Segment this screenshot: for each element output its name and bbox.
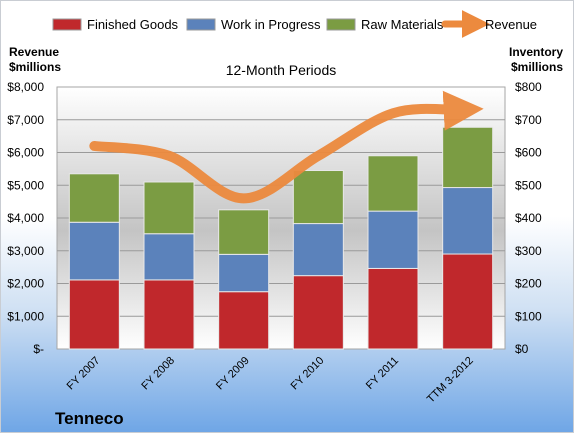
- legend-label-work-in-progress: Work in Progress: [221, 17, 321, 32]
- bar-work-in-progress: [143, 233, 195, 281]
- right-tick-label: $800: [515, 80, 542, 94]
- right-tick-label: $700: [515, 113, 542, 127]
- left-tick-label: $8,000: [7, 80, 44, 94]
- bar-raw-materials: [218, 209, 270, 255]
- right-tick-label: $200: [515, 277, 542, 291]
- left-tick-label: $6,000: [7, 146, 44, 160]
- x-tick-label: FY 2009: [214, 355, 252, 393]
- legend: Finished Goods Work in Progress Raw Materi…: [52, 10, 537, 38]
- right-tick-label: $100: [515, 309, 542, 323]
- left-tick-label: $5,000: [7, 178, 44, 192]
- legend-label-finished-goods: Finished Goods: [87, 17, 179, 32]
- right-axis-ticks: $0 $100 $200 $300 $400 $500 $600 $700 $800: [515, 80, 542, 356]
- bar-finished-goods: [292, 275, 344, 350]
- left-tick-label: $1,000: [7, 309, 44, 323]
- bar-raw-materials: [367, 155, 419, 212]
- left-tick-label: $3,000: [7, 244, 44, 258]
- bar-raw-materials: [442, 126, 494, 189]
- right-tick-label: $300: [515, 244, 542, 258]
- bar-work-in-progress: [68, 221, 120, 281]
- x-tick-label: FY 2008: [139, 355, 177, 393]
- bar-finished-goods: [218, 291, 270, 350]
- bar-work-in-progress: [442, 187, 494, 255]
- left-axis-title-line2: $millions: [9, 60, 61, 74]
- bar-finished-goods: [442, 253, 494, 350]
- right-tick-label: $400: [515, 211, 542, 225]
- legend-swatch-work-in-progress: [186, 18, 216, 31]
- left-tick-label: $7,000: [7, 113, 44, 127]
- bar-finished-goods: [143, 279, 195, 350]
- revenue-line-group: [89, 90, 484, 204]
- legend-swatch-raw-materials: [326, 18, 356, 31]
- legend-label-revenue: Revenue: [485, 17, 537, 32]
- left-tick-label: $2,000: [7, 277, 44, 291]
- bar-raw-materials: [68, 173, 120, 223]
- bar-raw-materials: [143, 181, 195, 235]
- right-tick-label: $500: [515, 178, 542, 192]
- left-axis-title-line1: Revenue: [9, 45, 59, 59]
- bar-work-in-progress: [367, 210, 419, 269]
- bar-finished-goods: [68, 279, 120, 350]
- legend-swatch-finished-goods: [52, 18, 82, 31]
- bar-work-in-progress: [292, 223, 344, 277]
- right-tick-label: $600: [515, 146, 542, 160]
- x-tick-label: FY 2010: [289, 355, 327, 393]
- bar-finished-goods: [367, 267, 419, 350]
- right-tick-label: $0: [515, 342, 529, 356]
- x-axis-ticks: FY 2007 FY 2008 FY 2009 FY 2010 FY 2011 TTM 3…: [65, 355, 476, 406]
- company-name: Tenneco: [55, 409, 124, 428]
- revenue-line: [89, 90, 484, 204]
- right-axis-title-line1: Inventory: [509, 45, 563, 59]
- left-tick-label: $-: [33, 342, 44, 356]
- bar-work-in-progress: [218, 253, 270, 293]
- x-tick-label: TTM 3-2012: [425, 355, 476, 406]
- right-axis-title-line2: $millions: [511, 60, 563, 74]
- chart-title: 12-Month Periods: [226, 62, 337, 78]
- bar-raw-materials: [292, 170, 344, 225]
- bars: [68, 126, 494, 350]
- x-tick-label: FY 2011: [364, 355, 401, 392]
- left-tick-label: $4,000: [7, 211, 44, 225]
- legend-label-raw-materials: Raw Materials: [361, 17, 444, 32]
- left-axis-ticks: $- $1,000 $2,000 $3,000 $4,000 $5,000 $6,000 $7…: [7, 80, 44, 356]
- x-tick-label: FY 2007: [65, 355, 103, 393]
